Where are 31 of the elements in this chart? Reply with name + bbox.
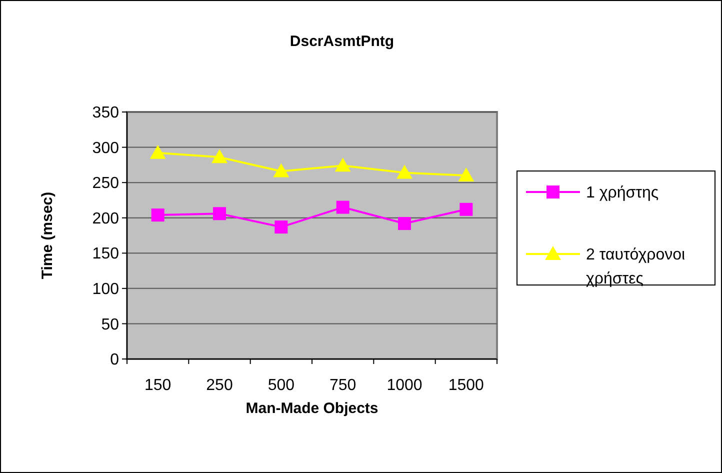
- x-tick-label: 500: [268, 377, 295, 394]
- point: [273, 163, 290, 178]
- point: [334, 158, 351, 172]
- y-tick-label: 0: [110, 352, 120, 369]
- y-tick-label: 150: [92, 246, 120, 263]
- x-tick-label: 750: [329, 377, 356, 394]
- chart-title: DscrAsmtPntg: [290, 33, 394, 50]
- y-tick-label: 50: [101, 316, 120, 334]
- y-axis-title: Time (msec): [39, 192, 56, 280]
- y-tick-label: 250: [92, 175, 120, 192]
- x-tick-label: 1500: [448, 377, 484, 394]
- x-tick-label: 250: [206, 377, 233, 394]
- point: [396, 164, 412, 179]
- point: [460, 202, 473, 216]
- point: [150, 144, 166, 159]
- point: [151, 208, 164, 222]
- point: [274, 220, 288, 234]
- legend-label: 2 ταυτόχρονοι χρήστες: [586, 246, 686, 288]
- point: [398, 217, 411, 230]
- x-tick-label: 150: [144, 377, 172, 394]
- legend-label: 1 χρήστης: [586, 184, 659, 202]
- y-tick-label: 200: [92, 210, 120, 228]
- x-tick-label: 1000: [386, 377, 422, 394]
- y-tick-label: 100: [92, 281, 120, 298]
- point: [458, 168, 474, 182]
- y-tick-label: 350: [92, 104, 120, 122]
- y-tick-label: 300: [92, 140, 120, 157]
- x-axis-title: Man-Made Objects: [246, 400, 378, 417]
- point: [336, 200, 350, 214]
- point: [212, 149, 228, 164]
- point: [213, 207, 226, 220]
